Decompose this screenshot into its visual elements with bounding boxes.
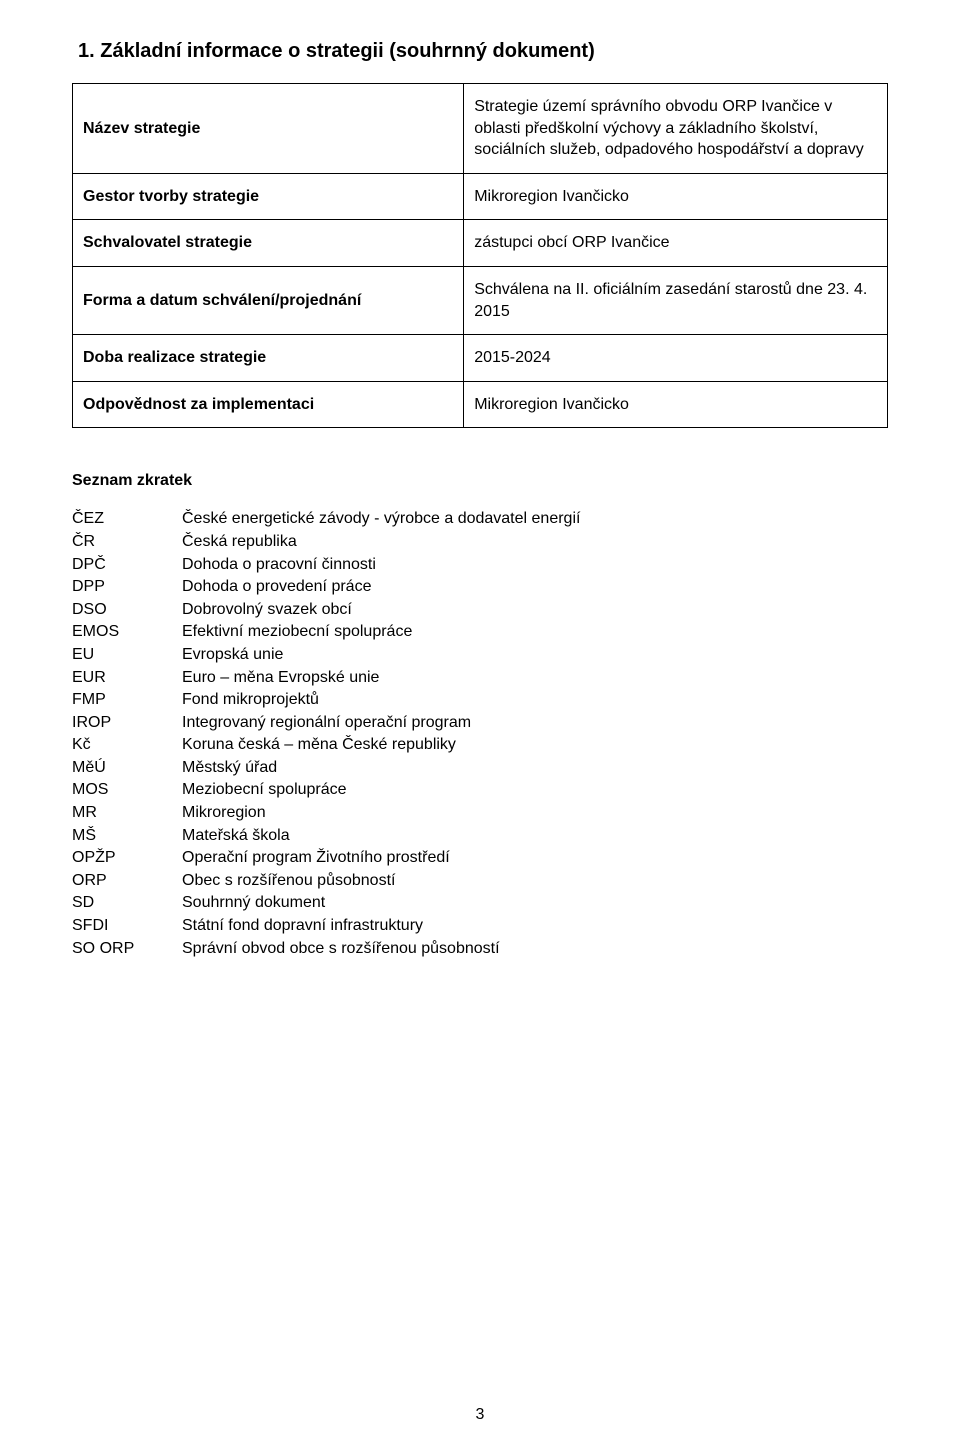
- abbr-key: DPČ: [72, 554, 182, 577]
- abbr-key: SD: [72, 892, 182, 915]
- abbr-value: Fond mikroprojektů: [182, 689, 580, 712]
- abbr-key: FMP: [72, 689, 182, 712]
- abbr-value: Euro – měna Evropské unie: [182, 667, 580, 690]
- abbr-value: Městský úřad: [182, 757, 580, 780]
- info-label: Gestor tvorby strategie: [73, 173, 464, 220]
- abbr-row: DSODobrovolný svazek obcí: [72, 599, 580, 622]
- abbr-row: IROPIntegrovaný regionální operační prog…: [72, 712, 580, 735]
- abbr-row: MěÚMěstský úřad: [72, 757, 580, 780]
- abbr-value: Souhrnný dokument: [182, 892, 580, 915]
- page-number: 3: [0, 1406, 960, 1424]
- abbr-key: ORP: [72, 870, 182, 893]
- abbr-value: Dohoda o pracovní činnosti: [182, 554, 580, 577]
- abbr-key: MR: [72, 802, 182, 825]
- abbr-value: Efektivní meziobecní spolupráce: [182, 621, 580, 644]
- abbr-value: České energetické závody - výrobce a dod…: [182, 508, 580, 531]
- abbr-value: Mikroregion: [182, 802, 580, 825]
- abbr-row: MŠMateřská škola: [72, 825, 580, 848]
- abbr-key: MŠ: [72, 825, 182, 848]
- info-value: 2015-2024: [464, 335, 888, 382]
- info-value: Strategie území správního obvodu ORP Iva…: [464, 84, 888, 174]
- abbr-row: DPPDohoda o provedení práce: [72, 576, 580, 599]
- abbr-row: DPČDohoda o pracovní činnosti: [72, 554, 580, 577]
- abbr-row: EMOSEfektivní meziobecní spolupráce: [72, 621, 580, 644]
- abbr-row: SDSouhrnný dokument: [72, 892, 580, 915]
- info-label: Název strategie: [73, 84, 464, 174]
- abbr-row: SFDIStátní fond dopravní infrastruktury: [72, 915, 580, 938]
- abbr-key: EMOS: [72, 621, 182, 644]
- abbr-value: Česká republika: [182, 531, 580, 554]
- abbr-value: Obec s rozšířenou působností: [182, 870, 580, 893]
- abbr-value: Správní obvod obce s rozšířenou působnos…: [182, 938, 580, 961]
- abbr-key: DPP: [72, 576, 182, 599]
- abbr-key: ČEZ: [72, 508, 182, 531]
- info-value: Mikroregion Ivančicko: [464, 173, 888, 220]
- abbr-key: SO ORP: [72, 938, 182, 961]
- abbr-key: IROP: [72, 712, 182, 735]
- info-label: Odpovědnost za implementaci: [73, 381, 464, 428]
- table-row: Gestor tvorby strategie Mikroregion Ivan…: [73, 173, 888, 220]
- page-heading: 1. Základní informace o strategii (souhr…: [78, 40, 888, 63]
- abbr-key: EUR: [72, 667, 182, 690]
- abbr-value: Evropská unie: [182, 644, 580, 667]
- table-row: Název strategie Strategie území správníh…: [73, 84, 888, 174]
- abbr-row: ČEZČeské energetické závody - výrobce a …: [72, 508, 580, 531]
- table-row: Odpovědnost za implementaci Mikroregion …: [73, 381, 888, 428]
- abbr-row: ORPObec s rozšířenou působností: [72, 870, 580, 893]
- table-row: Schvalovatel strategie zástupci obcí ORP…: [73, 220, 888, 267]
- abbr-table: ČEZČeské energetické závody - výrobce a …: [72, 508, 580, 960]
- abbr-row: KčKoruna česká – měna České republiky: [72, 734, 580, 757]
- info-value: Mikroregion Ivančicko: [464, 381, 888, 428]
- info-value: zástupci obcí ORP Ivančice: [464, 220, 888, 267]
- abbr-row: OPŽPOperační program Životního prostředí: [72, 847, 580, 870]
- info-label: Doba realizace strategie: [73, 335, 464, 382]
- document-page: 1. Základní informace o strategii (souhr…: [0, 0, 960, 1440]
- abbr-key: DSO: [72, 599, 182, 622]
- abbr-key: MOS: [72, 779, 182, 802]
- info-value: Schválena na II. oficiálním zasedání sta…: [464, 266, 888, 334]
- abbr-row: EUEvropská unie: [72, 644, 580, 667]
- abbr-value: Integrovaný regionální operační program: [182, 712, 580, 735]
- table-row: Doba realizace strategie 2015-2024: [73, 335, 888, 382]
- abbr-value: Dohoda o provedení práce: [182, 576, 580, 599]
- abbr-row: ČRČeská republika: [72, 531, 580, 554]
- info-table: Název strategie Strategie území správníh…: [72, 83, 888, 428]
- table-row: Forma a datum schválení/projednání Schvá…: [73, 266, 888, 334]
- info-label: Schvalovatel strategie: [73, 220, 464, 267]
- abbr-key: EU: [72, 644, 182, 667]
- abbr-key: Kč: [72, 734, 182, 757]
- abbr-row: EUREuro – měna Evropské unie: [72, 667, 580, 690]
- abbr-value: Mateřská škola: [182, 825, 580, 848]
- abbr-value: Dobrovolný svazek obcí: [182, 599, 580, 622]
- abbr-row: MRMikroregion: [72, 802, 580, 825]
- abbr-row: SO ORPSprávní obvod obce s rozšířenou pů…: [72, 938, 580, 961]
- abbr-key: MěÚ: [72, 757, 182, 780]
- abbr-key: OPŽP: [72, 847, 182, 870]
- abbr-key: ČR: [72, 531, 182, 554]
- abbr-value: Státní fond dopravní infrastruktury: [182, 915, 580, 938]
- abbr-value: Meziobecní spolupráce: [182, 779, 580, 802]
- info-label: Forma a datum schválení/projednání: [73, 266, 464, 334]
- abbr-value: Operační program Životního prostředí: [182, 847, 580, 870]
- abbr-key: SFDI: [72, 915, 182, 938]
- abbr-row: FMPFond mikroprojektů: [72, 689, 580, 712]
- abbr-section-title: Seznam zkratek: [72, 472, 888, 490]
- abbr-value: Koruna česká – měna České republiky: [182, 734, 580, 757]
- abbr-row: MOSMeziobecní spolupráce: [72, 779, 580, 802]
